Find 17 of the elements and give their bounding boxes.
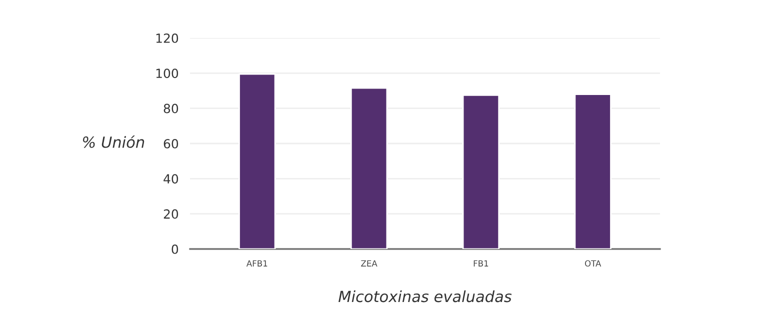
bar (238, 73, 276, 249)
y-axis-title: % Unión (82, 135, 144, 148)
y-tick-label: 40 (164, 174, 178, 184)
x-tick-label: AFB1 (246, 260, 268, 266)
y-tick-label: 80 (164, 104, 178, 114)
y-tick-label: 0 (172, 244, 178, 254)
y-tick-label: 60 (164, 138, 178, 148)
bar (574, 94, 612, 249)
bar (350, 87, 388, 249)
y-tick-label: 120 (156, 33, 178, 43)
bar (462, 94, 500, 249)
y-tick-label: 100 (156, 68, 178, 78)
x-tick-label: ZEA (361, 260, 378, 266)
x-axis-title: Micotoxinas evaluadas (338, 290, 512, 302)
x-tick-label: OTA (584, 260, 602, 267)
x-tick-label: FB1 (474, 260, 488, 266)
y-tick-label: 20 (164, 209, 178, 219)
